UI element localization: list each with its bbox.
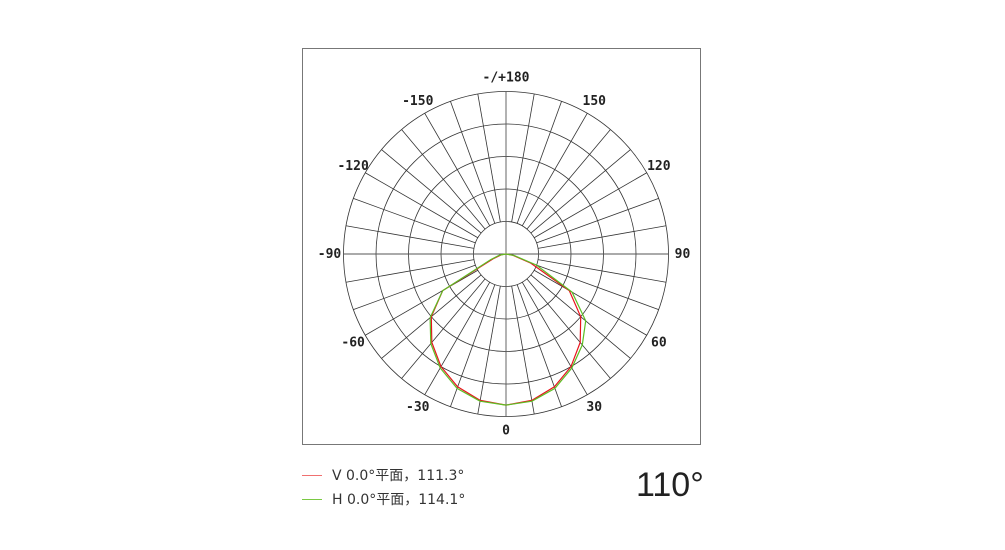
grid-spoke bbox=[450, 101, 496, 224]
grid-spoke bbox=[533, 269, 647, 336]
grid-spoke bbox=[521, 281, 588, 395]
chart-frame bbox=[302, 48, 701, 445]
grid-spoke bbox=[521, 113, 588, 227]
grid-spoke bbox=[365, 172, 479, 239]
grid-spoke bbox=[381, 149, 482, 234]
grid-spoke bbox=[536, 264, 659, 310]
legend-swatch-v bbox=[302, 474, 322, 476]
grid-spoke bbox=[365, 269, 479, 336]
legend-swatch-h bbox=[302, 498, 322, 500]
grid-spoke bbox=[533, 172, 647, 239]
angle-label: 120 bbox=[647, 159, 671, 174]
grid-spoke bbox=[526, 129, 611, 230]
grid-spoke bbox=[511, 93, 535, 223]
grid-spoke bbox=[537, 259, 667, 283]
grid-spoke bbox=[424, 281, 491, 395]
legend-label-v: V 0.0°平面，111.3° bbox=[332, 468, 465, 484]
legend-label-h: H 0.0°平面，114.1° bbox=[332, 492, 466, 508]
angle-label: 60 bbox=[651, 335, 667, 350]
grid-spoke bbox=[401, 129, 486, 230]
angle-label: -90 bbox=[318, 247, 342, 262]
angle-label: -/+180 bbox=[483, 71, 530, 86]
beam-angle-value: 110° bbox=[636, 466, 704, 504]
grid-spoke bbox=[353, 198, 476, 244]
grid-spoke bbox=[353, 264, 476, 310]
grid-spoke bbox=[345, 225, 475, 249]
angle-label: -30 bbox=[406, 400, 430, 415]
legend-item-h: H 0.0°平面，114.1° bbox=[302, 489, 465, 509]
angle-label: 30 bbox=[586, 400, 602, 415]
grid-spoke bbox=[536, 198, 659, 244]
grid-spoke bbox=[401, 278, 486, 379]
grid-spoke bbox=[345, 259, 475, 283]
series-h-curve bbox=[429, 253, 587, 406]
angle-label: 90 bbox=[675, 247, 691, 262]
grid-spoke bbox=[526, 278, 611, 379]
grid-spoke bbox=[516, 101, 562, 224]
grid-spoke bbox=[424, 113, 491, 227]
grid-spoke bbox=[537, 225, 667, 249]
grid-spoke bbox=[477, 93, 501, 223]
angle-label: -60 bbox=[341, 335, 365, 350]
angle-label: -120 bbox=[337, 159, 368, 174]
angle-label: 150 bbox=[583, 94, 607, 109]
grid-spoke bbox=[477, 285, 501, 415]
grid-spoke bbox=[530, 149, 631, 234]
grid-spoke bbox=[511, 285, 535, 415]
angle-label: 0 bbox=[502, 424, 510, 439]
angle-label: -150 bbox=[402, 94, 433, 109]
polar-chart: -/+180 150 120 90 60 30 0 -30 -60 -90 -120 -150 bbox=[318, 71, 691, 439]
legend-item-v: V 0.0°平面，111.3° bbox=[302, 465, 464, 485]
